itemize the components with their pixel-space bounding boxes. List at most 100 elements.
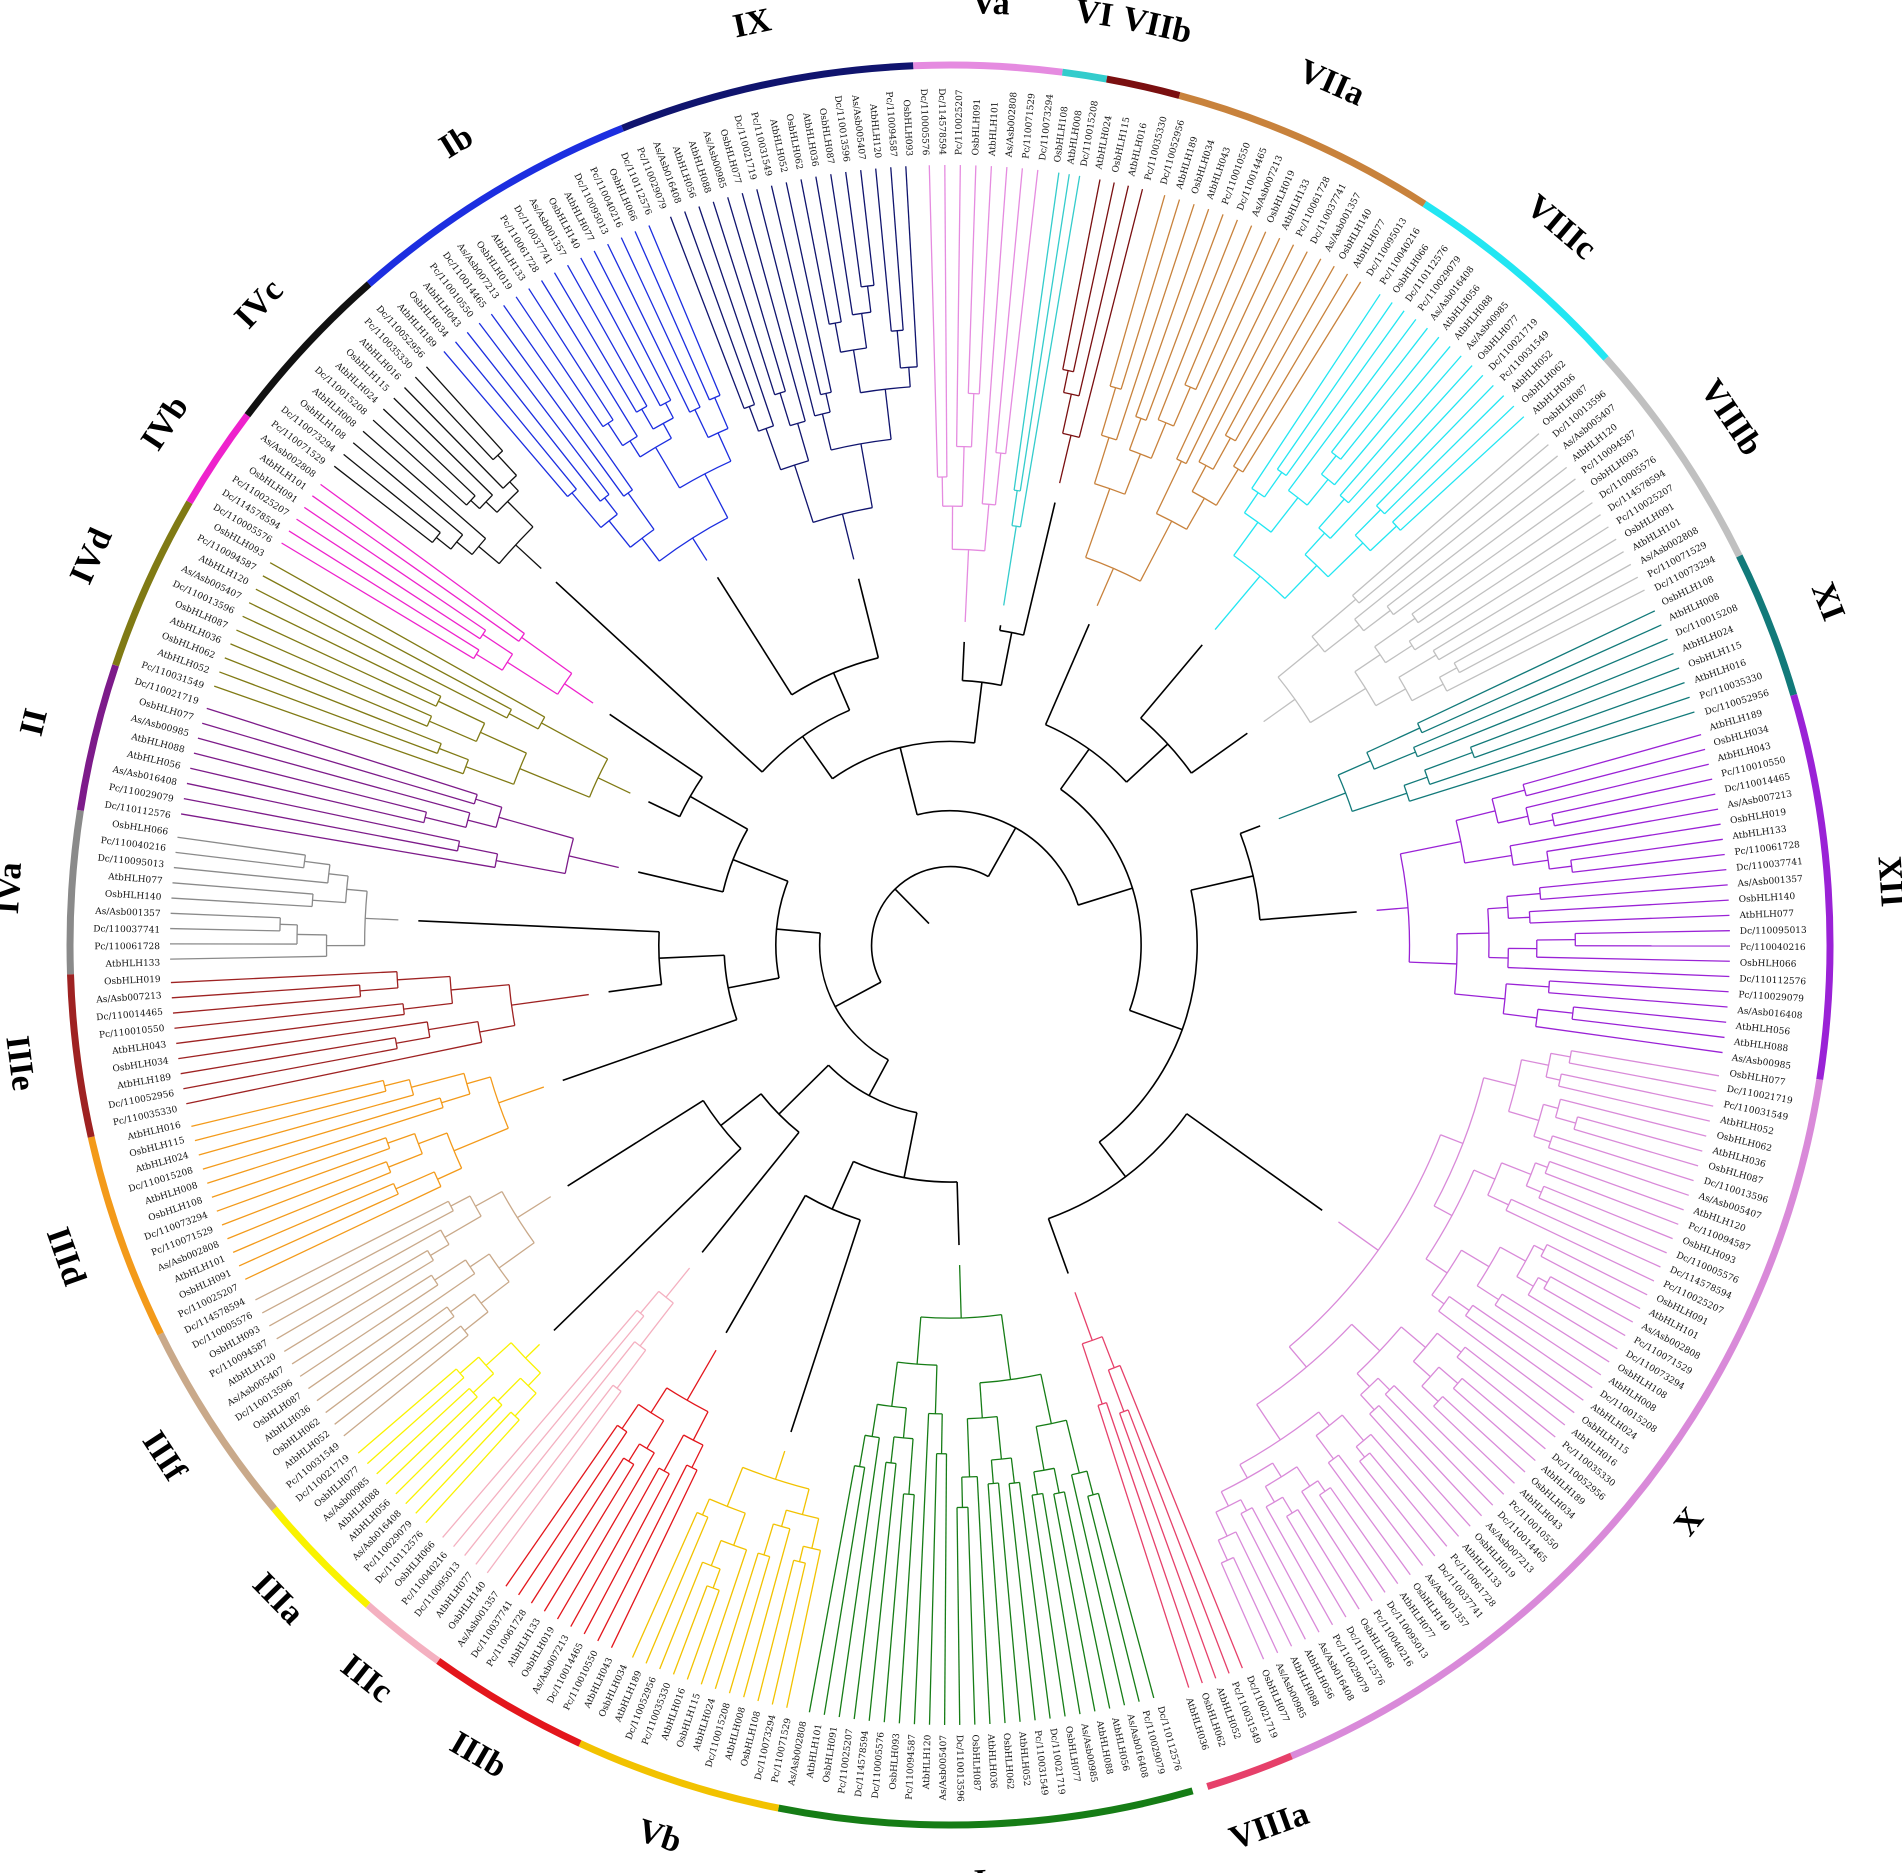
internal-branch xyxy=(1376,907,1409,911)
leaf-label: Dc/114578594 xyxy=(854,1730,871,1798)
leaf-branch xyxy=(1429,696,1690,785)
leaf-branch xyxy=(171,897,313,908)
leaf-branch xyxy=(1577,1116,1703,1152)
internal-branch xyxy=(365,917,399,921)
internal-branch xyxy=(485,1342,512,1366)
leaf-branch xyxy=(645,1516,709,1664)
leaf-label: Dc/110013596 xyxy=(954,1735,965,1802)
leaf-branch xyxy=(1446,589,1645,692)
internal-branch xyxy=(475,1191,503,1207)
clade-ring-segment xyxy=(1422,200,1609,361)
internal-arc xyxy=(393,1183,399,1195)
leaf-branch xyxy=(1550,1276,1634,1323)
internal-branch xyxy=(444,1215,482,1238)
leaf-label: AtbHLH088 xyxy=(1732,1038,1789,1055)
leaf-branch xyxy=(443,351,569,497)
internal-branch xyxy=(1409,961,1457,965)
leaf-branch xyxy=(1358,444,1549,604)
internal-branch xyxy=(1543,1103,1559,1109)
internal-arc xyxy=(952,548,985,552)
leaf-branch xyxy=(913,1413,930,1725)
internal-branch xyxy=(450,984,510,991)
internal-branch xyxy=(497,454,517,476)
leaf-branch xyxy=(785,182,832,393)
leaf-label: Dc/110021719 xyxy=(1047,1728,1066,1796)
leaf-branch xyxy=(224,657,442,745)
leaf-branch xyxy=(743,1528,791,1698)
leaf-branch xyxy=(505,1424,618,1587)
clade-ring-segment xyxy=(365,1602,441,1664)
leaf-branch xyxy=(1529,914,1730,924)
leaf-branch xyxy=(1135,208,1210,417)
leaf-branch xyxy=(1438,551,1624,661)
leaf-label: OsbHLH062 xyxy=(1001,1733,1015,1790)
leaf-branch xyxy=(1552,1135,1694,1182)
internal-branch xyxy=(961,1477,964,1508)
internal-branch xyxy=(1473,1169,1496,1180)
leaf-branch xyxy=(186,782,460,842)
leaf-label: Dc/110095013 xyxy=(1740,926,1807,937)
internal-branch xyxy=(496,860,566,875)
internal-arc xyxy=(1408,640,1416,651)
internal-arc xyxy=(396,971,399,988)
internal-branch xyxy=(1400,841,1461,855)
internal-branch xyxy=(1363,609,1391,632)
internal-arc xyxy=(1454,933,1458,995)
leaf-branch xyxy=(1572,853,1725,873)
leaf-branch xyxy=(1417,652,1674,758)
internal-branch xyxy=(1215,468,1239,506)
clade-ring-segment xyxy=(913,61,1063,76)
internal-arc xyxy=(1360,1377,1379,1396)
internal-arc xyxy=(494,853,499,868)
leaf-branch xyxy=(221,1161,387,1226)
leaf-branch xyxy=(1115,203,1195,441)
leaf-branch xyxy=(425,1419,520,1524)
internal-arc xyxy=(877,1403,907,1409)
internal-arc xyxy=(1527,1277,1539,1296)
internal-branch xyxy=(485,501,498,513)
clade-ring-segment xyxy=(66,809,84,975)
leaf-branch xyxy=(173,866,328,884)
leaf-branch xyxy=(610,1469,698,1648)
leaf-branch xyxy=(556,1452,655,1620)
internal-branch xyxy=(780,1509,787,1527)
internal-arc xyxy=(617,1424,628,1433)
backbone-branch xyxy=(725,1195,807,1334)
leaf-branch xyxy=(1558,1085,1710,1122)
leaf-label: OsbHLH140 xyxy=(105,890,162,903)
internal-branch xyxy=(627,492,655,530)
internal-arc xyxy=(634,1341,647,1351)
internal-arc xyxy=(462,759,470,774)
internal-branch xyxy=(1533,1135,1551,1143)
internal-branch xyxy=(1424,751,1473,771)
internal-branch xyxy=(511,993,589,1006)
internal-branch xyxy=(621,1404,639,1429)
internal-branch xyxy=(1186,497,1205,530)
internal-arc xyxy=(1398,676,1413,702)
clade-label: IVc xyxy=(227,272,290,336)
clade-label: VIIa xyxy=(1293,52,1370,113)
leaf-branch xyxy=(728,1556,771,1694)
leaf-branch xyxy=(1538,1197,1667,1254)
internal-arc xyxy=(1101,434,1117,441)
internal-branch xyxy=(328,873,349,877)
backbone-branch xyxy=(1129,1009,1183,1031)
leaf-branch xyxy=(1127,1409,1230,1674)
leaf-branch xyxy=(425,366,504,452)
internal-branch xyxy=(1461,1249,1490,1268)
internal-branch xyxy=(1535,1162,1548,1168)
clade-label: XII xyxy=(1870,855,1902,908)
leaf-branch xyxy=(1329,374,1484,539)
leaf-label: AtbHLH024 xyxy=(1094,114,1114,171)
internal-arc xyxy=(885,1461,897,1465)
internal-branch xyxy=(1491,789,1525,800)
leaf-label: Pc/110061728 xyxy=(94,942,160,952)
internal-arc xyxy=(450,534,464,550)
internal-branch xyxy=(304,860,331,866)
leaf-label: AtbHLH077 xyxy=(107,872,163,886)
internal-arc xyxy=(891,329,904,332)
leaf-branch xyxy=(700,1549,748,1685)
leaf-branch xyxy=(1575,930,1730,935)
leaf-branch xyxy=(1352,433,1540,596)
